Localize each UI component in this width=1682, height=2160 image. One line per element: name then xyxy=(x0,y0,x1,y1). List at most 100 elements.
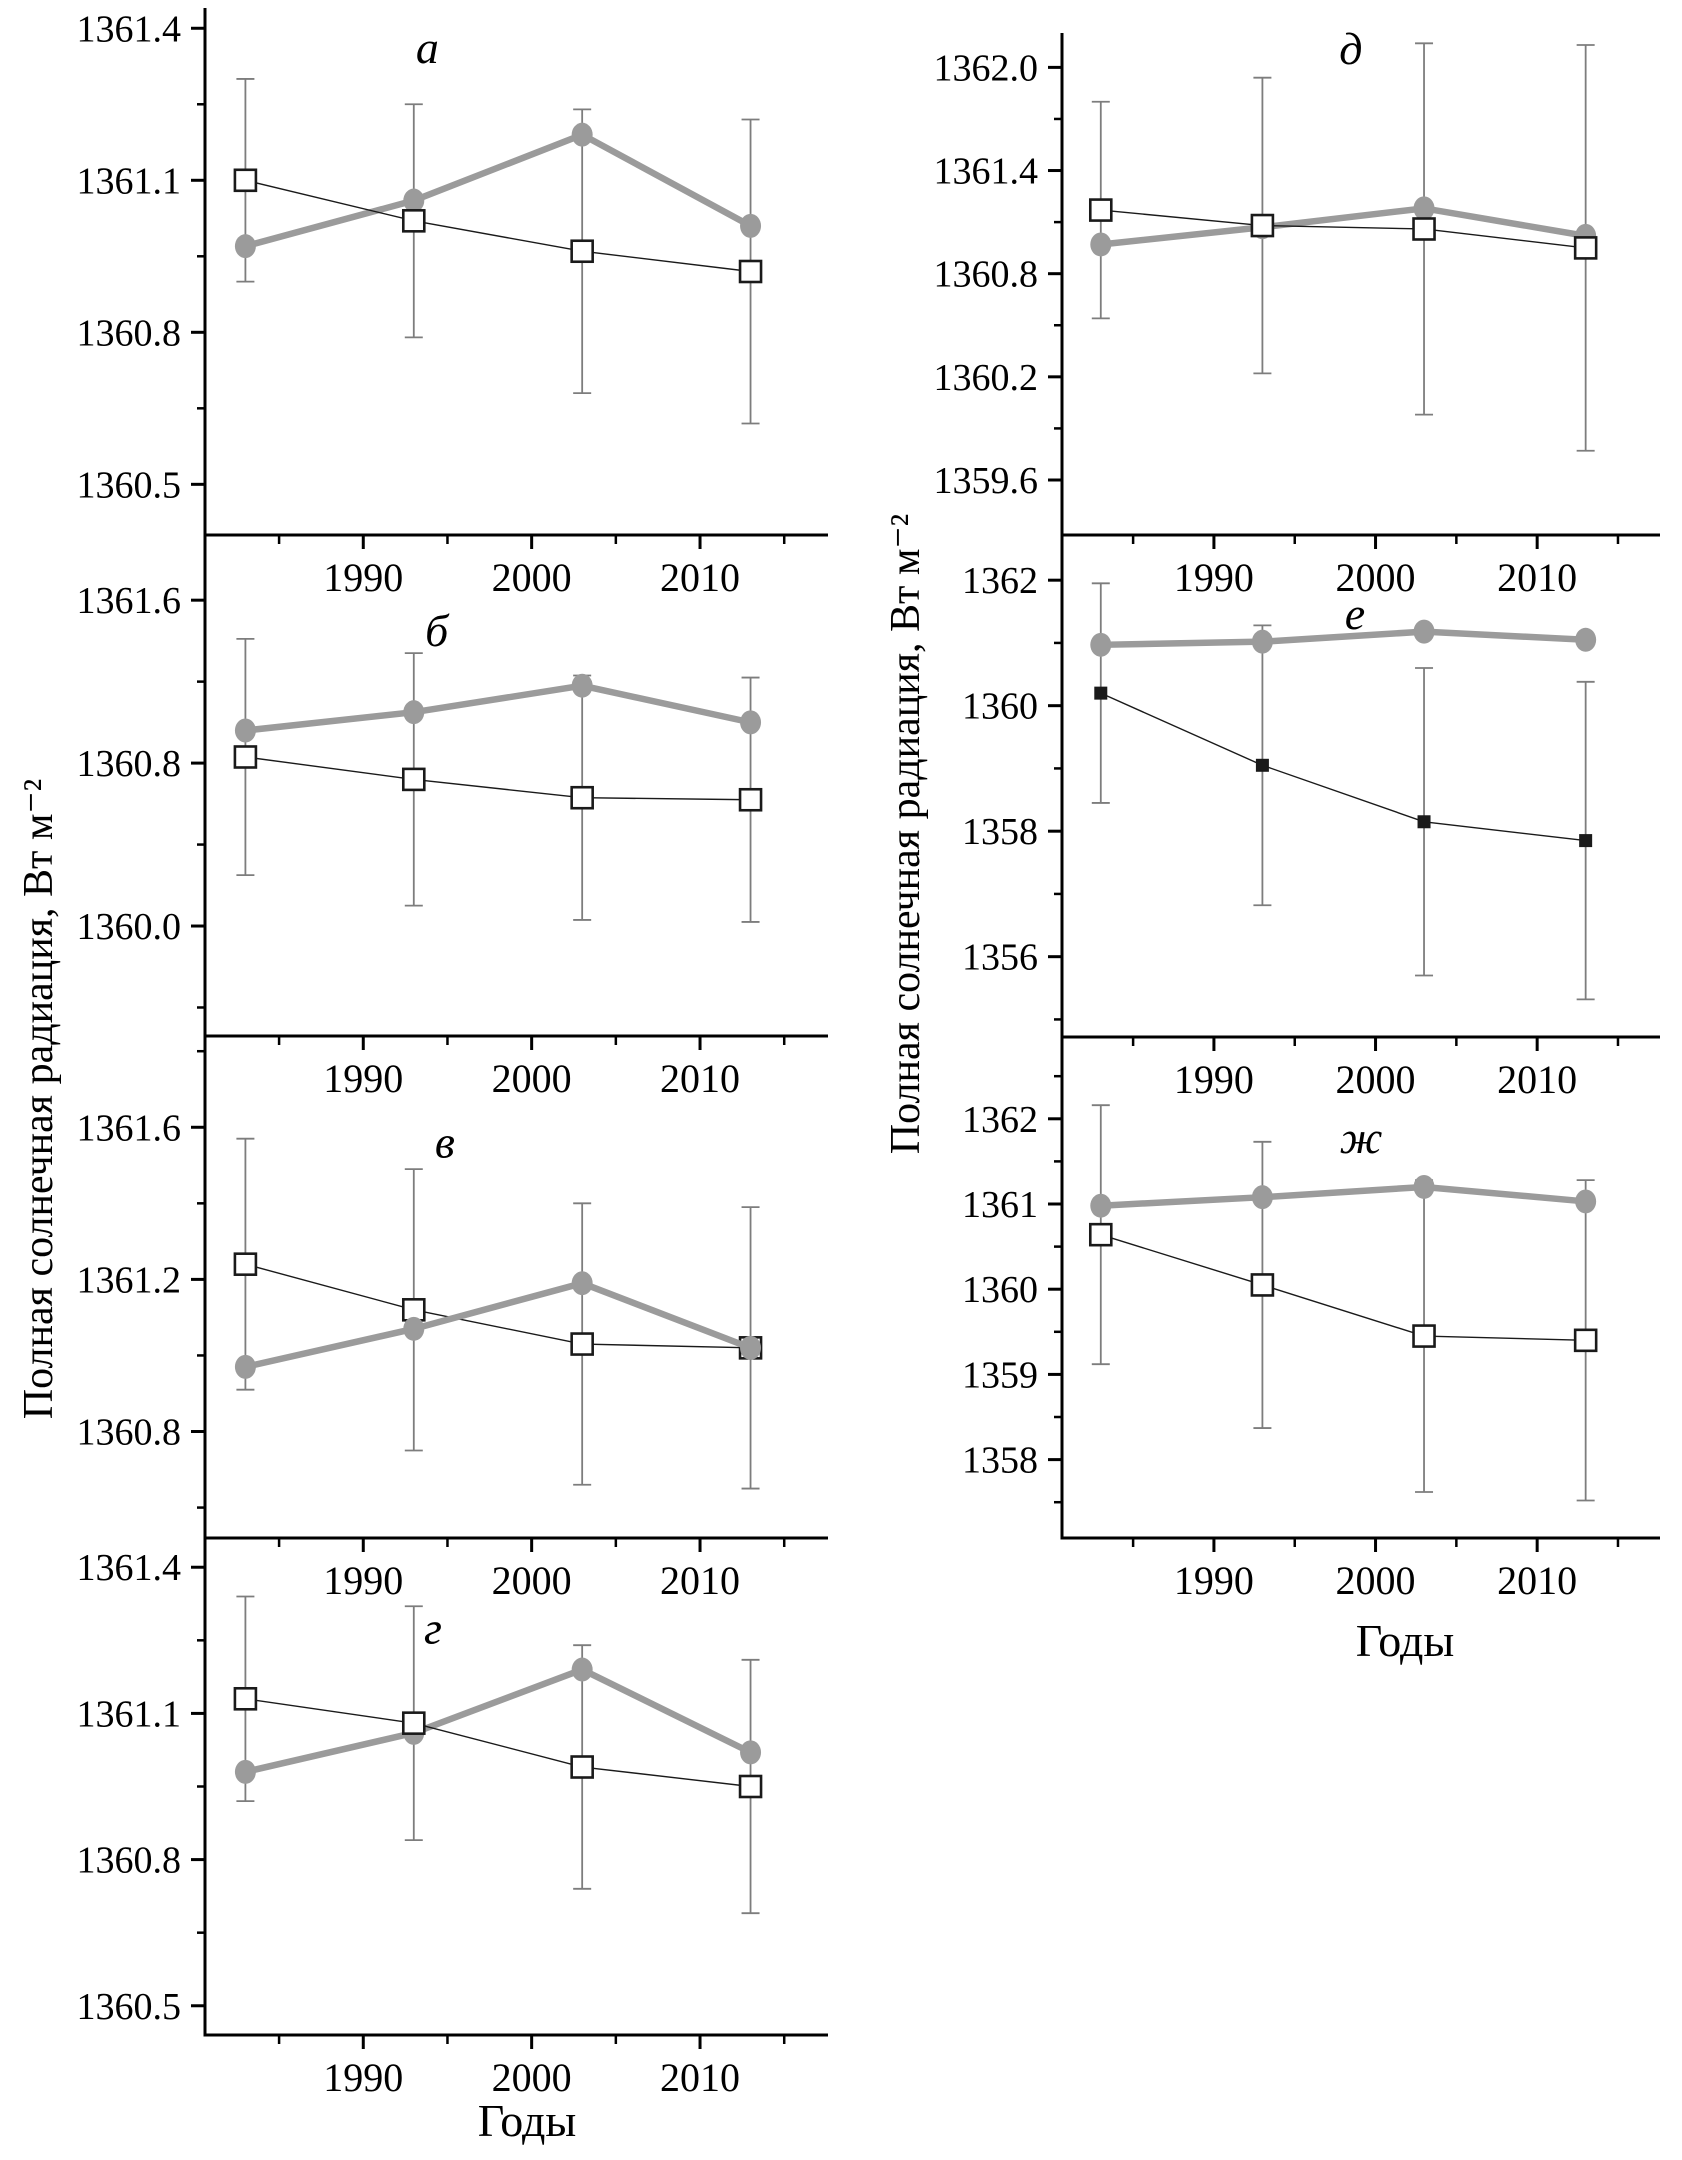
open-square-marker xyxy=(570,239,594,264)
x-tick-label: 2010 xyxy=(660,2055,740,2100)
panel-letter: г xyxy=(424,1602,442,1653)
y-tick-label: 1361.6 xyxy=(77,1107,182,1149)
filled-square-marker xyxy=(1417,815,1431,829)
gray-circle-marker xyxy=(1413,619,1435,644)
y-tick-label: 1358 xyxy=(962,1440,1038,1482)
y-tick-label: 1360.8 xyxy=(77,1840,182,1882)
filled-square-marker xyxy=(1255,758,1269,772)
y-tick-label: 1362.0 xyxy=(934,47,1039,89)
gray-circle-marker xyxy=(234,1354,256,1379)
gray-circle-marker xyxy=(571,673,593,698)
open-square-marker xyxy=(401,1711,426,1735)
open-square-marker xyxy=(570,1755,594,1779)
y-axis-label-right: Полная солнечная радиация, Вт м⁻² xyxy=(883,513,929,1155)
gray-series-line xyxy=(1100,628,1586,649)
x-tick-label: 2010 xyxy=(660,1056,740,1101)
y-tick-label: 1362 xyxy=(962,1099,1038,1141)
open-square-marker xyxy=(738,787,763,812)
y-tick-label: 1360 xyxy=(962,686,1038,728)
y-tick-label: 1360.2 xyxy=(934,357,1039,399)
x-tick-label: 2010 xyxy=(1497,1558,1577,1603)
panel-letter: а xyxy=(416,22,439,73)
gray-series-line xyxy=(1100,205,1587,248)
gray-circle-marker xyxy=(234,234,256,259)
open-square-marker xyxy=(738,259,763,284)
x-tick-label: 1990 xyxy=(1174,1558,1254,1603)
gray-circle-marker xyxy=(740,1740,762,1765)
panel-letter: д xyxy=(1339,23,1362,74)
y-tick-label: 1361.1 xyxy=(77,1693,182,1735)
open-square-marker xyxy=(1573,236,1598,260)
gray-series-line xyxy=(245,682,752,734)
gray-series-line xyxy=(244,131,753,250)
open-square-marker xyxy=(1250,1273,1275,1297)
y-tick-label: 1359.6 xyxy=(934,460,1039,502)
open-square-marker xyxy=(233,745,258,769)
square-series-line xyxy=(245,1698,751,1788)
x-tick-label: 2010 xyxy=(660,555,740,600)
square-series-line xyxy=(1100,1234,1586,1342)
y-tick-label: 1360.5 xyxy=(77,1986,182,2028)
gray-circle-marker xyxy=(1575,627,1597,652)
x-tick-label: 2000 xyxy=(492,1056,572,1101)
y-tick-label: 1361.4 xyxy=(77,8,182,50)
y-tick-label: 1360 xyxy=(962,1269,1038,1311)
open-square-marker xyxy=(570,1332,594,1356)
gray-circle-marker xyxy=(571,122,593,147)
x-tick-label: 2010 xyxy=(660,1558,740,1603)
open-square-marker xyxy=(233,168,258,193)
gray-series-line xyxy=(244,1279,752,1371)
gray-series-line xyxy=(1100,1183,1586,1209)
square-series-line xyxy=(1100,692,1586,842)
open-square-marker xyxy=(1573,1328,1598,1353)
y-tick-label: 1360.5 xyxy=(77,464,182,506)
x-tick-label: 2000 xyxy=(1336,1558,1416,1603)
y-tick-label: 1362 xyxy=(962,560,1038,602)
gray-circle-marker xyxy=(403,700,425,725)
open-square-marker xyxy=(570,785,594,810)
x-tick-label: 1990 xyxy=(1174,555,1254,600)
gray-circle-marker xyxy=(403,1316,425,1341)
open-square-marker xyxy=(1250,213,1275,238)
open-square-marker xyxy=(401,209,426,233)
x-tick-label: 1990 xyxy=(1174,1057,1254,1102)
filled-square-marker xyxy=(1094,686,1108,700)
gray-circle-marker xyxy=(1413,196,1435,221)
square-series-line xyxy=(245,756,751,801)
x-tick-label: 2000 xyxy=(1336,1057,1416,1102)
gray-circle-marker xyxy=(234,1759,256,1784)
gray-circle-marker xyxy=(403,188,425,213)
gray-circle-marker xyxy=(1575,1189,1597,1214)
y-tick-label: 1361.4 xyxy=(934,151,1039,193)
open-square-marker xyxy=(1412,1324,1436,1348)
y-tick-label: 1361.4 xyxy=(77,1547,182,1589)
x-tick-label: 2000 xyxy=(492,555,572,600)
x-axis-label-left: Годы xyxy=(477,2095,577,2146)
x-tick-label: 2000 xyxy=(1336,555,1416,600)
x-tick-label: 2000 xyxy=(492,1558,572,1603)
x-tick-label: 1990 xyxy=(323,1056,403,1101)
y-tick-label: 1360.8 xyxy=(77,312,182,354)
x-axis-label-right: Годы xyxy=(1355,1615,1455,1666)
open-square-marker xyxy=(1412,217,1436,241)
gray-circle-marker xyxy=(1090,1193,1112,1218)
square-series-line xyxy=(245,1263,751,1349)
x-tick-label: 2010 xyxy=(1497,555,1577,600)
y-tick-label: 1360.8 xyxy=(77,743,182,785)
y-tick-label: 1360.8 xyxy=(77,1412,182,1454)
gray-circle-marker xyxy=(740,710,762,735)
y-tick-label: 1361.2 xyxy=(77,1259,182,1301)
open-square-marker xyxy=(1088,1222,1113,1247)
square-series-line xyxy=(245,179,751,273)
open-square-marker xyxy=(233,1686,258,1711)
x-tick-label: 1990 xyxy=(323,555,403,600)
panel-letter: в xyxy=(435,1116,455,1167)
panel-letter: е xyxy=(1345,588,1365,639)
square-series-line xyxy=(1100,209,1586,249)
open-square-marker xyxy=(401,767,426,792)
gray-circle-marker xyxy=(234,718,256,743)
x-tick-label: 2010 xyxy=(1497,1057,1577,1102)
gray-circle-marker xyxy=(1090,632,1112,657)
